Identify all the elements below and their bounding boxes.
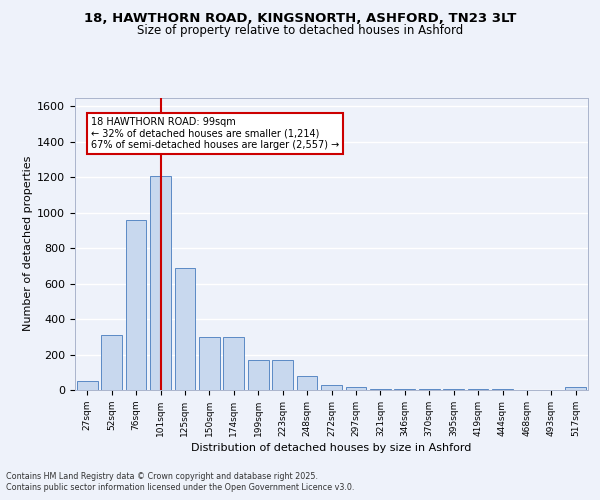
Text: Size of property relative to detached houses in Ashford: Size of property relative to detached ho… — [137, 24, 463, 37]
Bar — [272, 360, 293, 390]
Text: 18, HAWTHORN ROAD, KINGSNORTH, ASHFORD, TN23 3LT: 18, HAWTHORN ROAD, KINGSNORTH, ASHFORD, … — [84, 12, 516, 26]
Bar — [419, 388, 440, 390]
Bar — [175, 268, 196, 390]
Bar — [296, 376, 317, 390]
Text: Contains HM Land Registry data © Crown copyright and database right 2025.: Contains HM Land Registry data © Crown c… — [6, 472, 318, 481]
Bar — [199, 337, 220, 390]
Bar — [370, 388, 391, 390]
Text: 18 HAWTHORN ROAD: 99sqm
← 32% of detached houses are smaller (1,214)
67% of semi: 18 HAWTHORN ROAD: 99sqm ← 32% of detache… — [91, 117, 339, 150]
Bar — [346, 388, 367, 390]
Bar — [77, 381, 98, 390]
Bar — [150, 176, 171, 390]
Bar — [321, 384, 342, 390]
Bar — [101, 335, 122, 390]
Text: Contains public sector information licensed under the Open Government Licence v3: Contains public sector information licen… — [6, 484, 355, 492]
X-axis label: Distribution of detached houses by size in Ashford: Distribution of detached houses by size … — [191, 443, 472, 453]
Bar — [223, 337, 244, 390]
Y-axis label: Number of detached properties: Number of detached properties — [23, 156, 33, 332]
Bar — [125, 220, 146, 390]
Bar — [565, 388, 586, 390]
Bar — [248, 360, 269, 390]
